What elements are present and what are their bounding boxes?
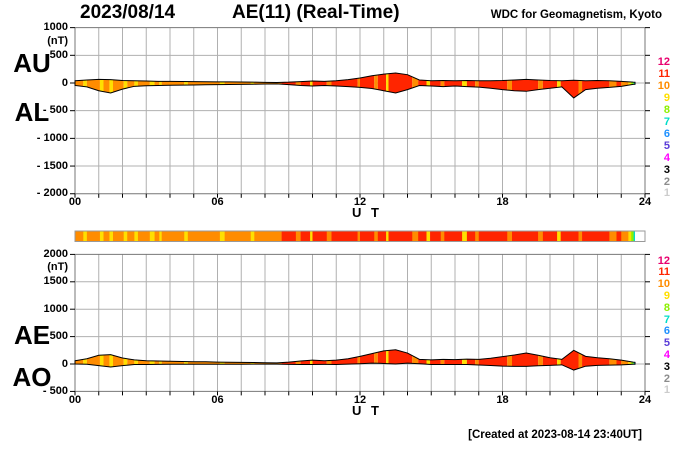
station-count-2: 2 [663,372,670,385]
unit-label-bottom: (nT) [47,261,68,273]
label-ao: AO [12,362,52,392]
ytick-label: - 1500 [36,159,68,172]
xtick-label: 24 [638,393,652,406]
station-count-6: 6 [663,325,670,338]
ytick-label: - 500 [42,104,68,117]
station-count-4: 4 [663,151,670,164]
station-count-3: 3 [663,360,670,373]
plot-title: AE(11) (Real-Time) [232,2,400,23]
ytick-label: - 500 [42,384,68,397]
xaxis-title-top: U T [352,205,382,220]
ytick-label: 0 [61,76,68,89]
xtick-label: 00 [68,196,82,208]
station-count-10: 10 [657,79,670,92]
station-count-8: 8 [663,103,670,116]
xtick-label: 06 [211,393,224,406]
station-count-9: 9 [663,289,670,302]
plot-date: 2023/08/14 [80,2,176,23]
xtick-label: 12 [353,196,367,208]
credit-label: WDC for Geomagnetism, Kyoto [490,9,662,21]
station-count-5: 5 [663,139,670,152]
station-count-2: 2 [663,175,670,188]
station-count-4: 4 [663,348,670,361]
station-count-7: 7 [663,115,670,128]
created-label: [Created at 2023-08-14 23:40UT] [468,429,642,441]
station-count-1: 1 [663,384,670,397]
ytick-label: 500 [49,330,68,343]
station-count-10: 10 [657,278,670,291]
ytick-label: 2000 [43,247,68,260]
station-count-11: 11 [658,266,670,279]
xtick-label: 18 [496,393,509,406]
label-al: AL [14,97,50,127]
xaxis-title-bottom: U T [352,403,382,418]
station-count-8: 8 [663,301,670,314]
station-count-9: 9 [663,91,670,104]
ytick-label: 1000 [43,302,68,315]
station-count-3: 3 [663,163,670,176]
ytick-label: 1500 [43,275,68,288]
label-au: AU [13,48,51,78]
unit-label-top: (nT) [47,35,68,47]
xtick-label: 12 [353,393,367,406]
ytick-label: - 2000 [36,187,68,200]
xtick-label: 06 [211,196,224,208]
station-count-5: 5 [663,337,670,350]
station-count-7: 7 [663,313,670,326]
station-count-11: 11 [658,67,670,80]
xtick-label: 00 [68,393,82,406]
station-count-6: 6 [663,127,670,140]
xtick-label: 18 [496,196,509,208]
ytick-label: 0 [61,357,68,370]
ytick-label: 500 [49,48,68,61]
station-count-12: 12 [657,254,670,267]
station-count-1: 1 [663,187,670,200]
ytick-label: 1000 [43,21,68,34]
station-count-12: 12 [657,56,670,68]
xtick-label: 24 [638,196,652,208]
label-ae: AE [13,320,51,350]
ytick-label: - 1000 [36,131,68,144]
